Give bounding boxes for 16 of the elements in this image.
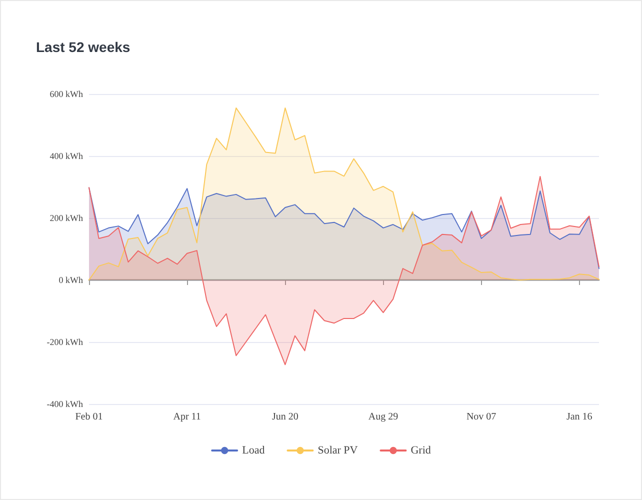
x-tick-label: Nov 07 (466, 412, 496, 422)
y-tick-label: 200 kWh (50, 213, 84, 223)
legend-label: Solar PV (318, 444, 358, 456)
y-tick-label: 0 kWh (58, 275, 84, 285)
y-tick-label: 400 kWh (50, 151, 84, 161)
y-tick-label: -400 kWh (46, 399, 84, 409)
x-tick-label: Feb 01 (75, 412, 103, 422)
y-tick-label: 600 kWh (50, 89, 84, 99)
x-tick-label: Jan 16 (566, 412, 592, 422)
x-tick-label: Jun 20 (272, 412, 298, 422)
legend-label: Load (242, 444, 266, 456)
x-tick-label: Apr 11 (173, 412, 201, 422)
x-tick-label: Aug 29 (368, 412, 398, 422)
chart-title: Last 52 weeks (36, 39, 130, 55)
legend-label: Grid (410, 444, 432, 456)
y-tick-label: -200 kWh (46, 337, 84, 347)
